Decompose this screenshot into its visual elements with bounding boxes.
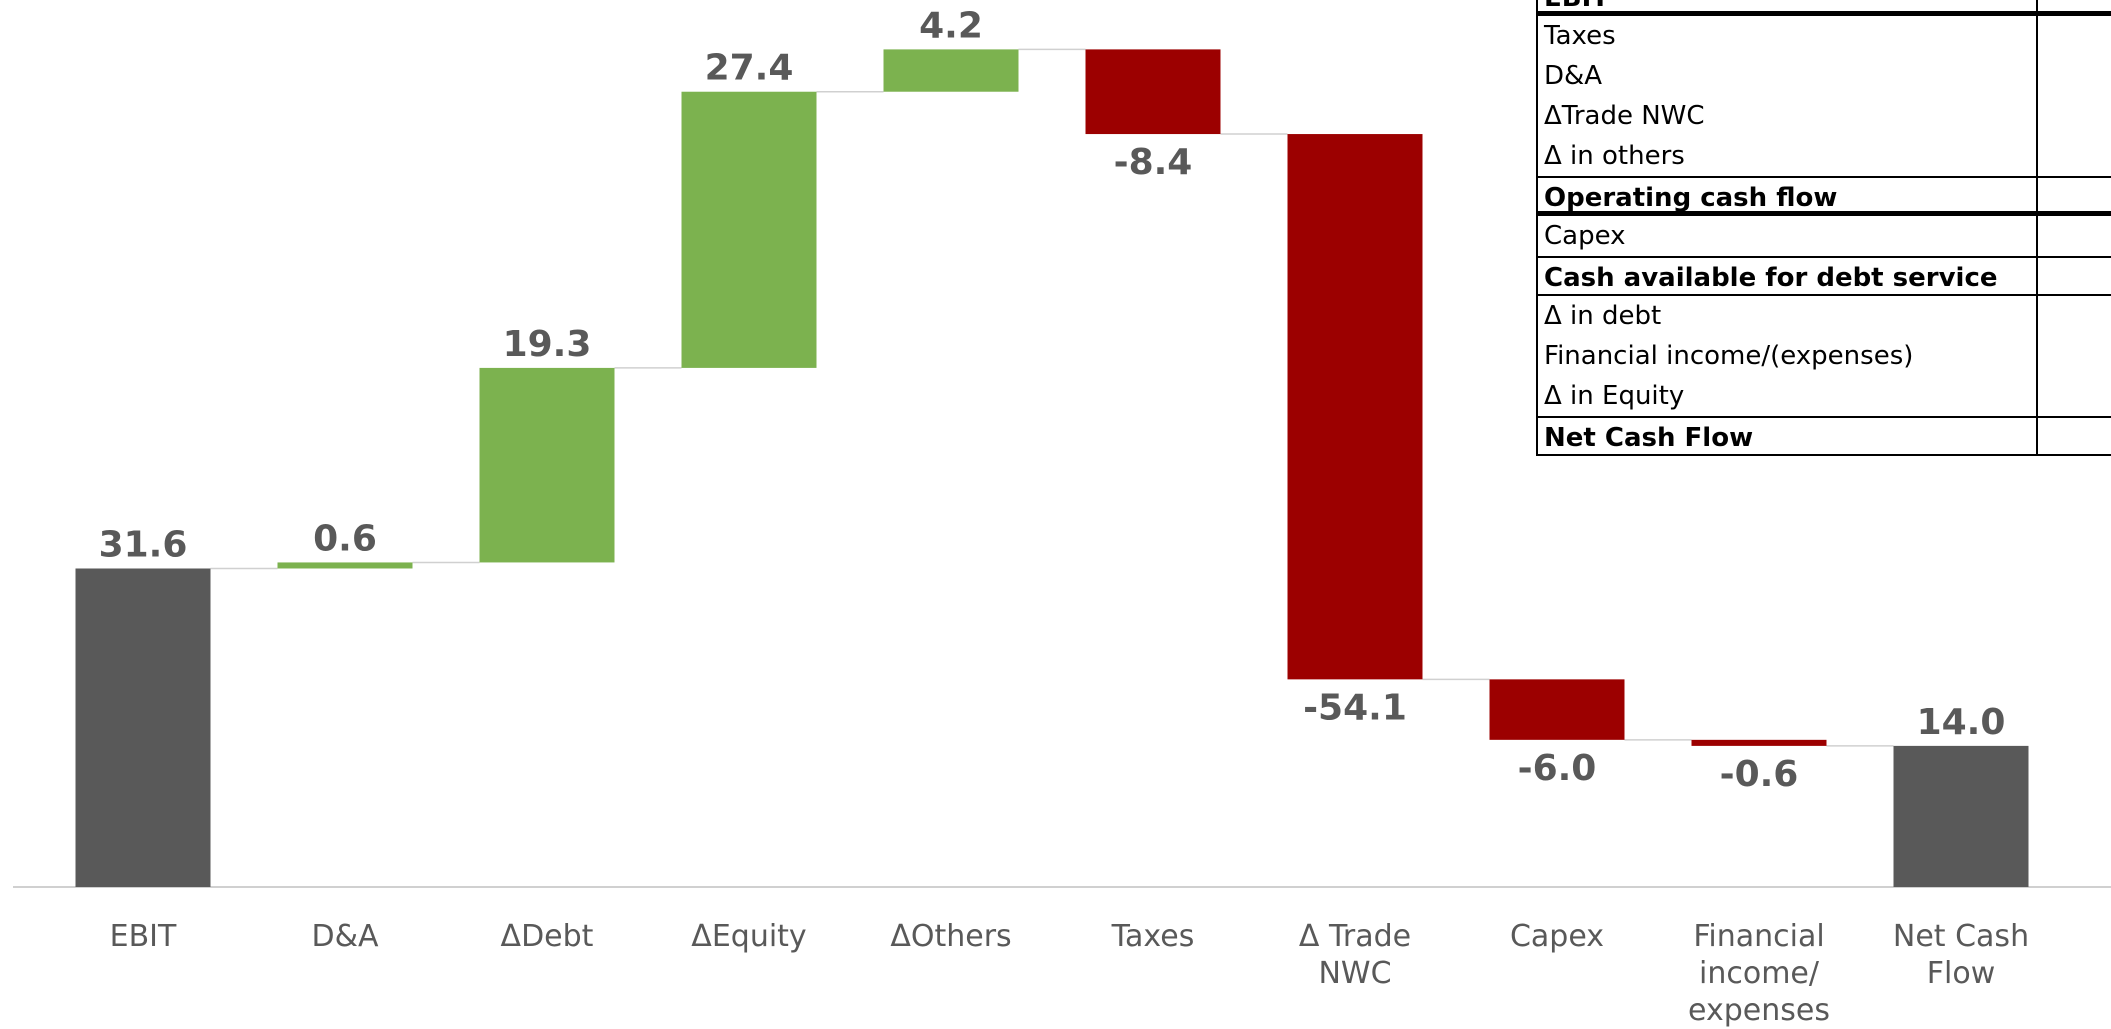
row-label: Operating cash flow: [1538, 178, 2038, 211]
table-row: EBIT: [1538, 0, 2111, 16]
table-row: ΔTrade NWC: [1538, 96, 2111, 136]
x-tick-label: ΔDebt: [500, 919, 594, 954]
table-row: Financial income/(expenses): [1538, 336, 2111, 376]
bar: [1691, 739, 1827, 746]
x-tick-label: ΔEquity: [691, 919, 807, 954]
bar: [1893, 745, 2029, 887]
row-value: [2038, 418, 2111, 454]
bar: [75, 568, 211, 887]
value-label: -54.1: [1303, 687, 1407, 728]
row-label: ΔTrade NWC: [1538, 96, 2038, 136]
row-value: [2038, 336, 2111, 376]
row-value: [2038, 16, 2111, 56]
table-row: Cash available for debt service: [1538, 256, 2111, 296]
row-label: Capex: [1538, 216, 2038, 256]
value-label: 27.4: [705, 48, 794, 89]
value-label: -6.0: [1518, 748, 1597, 789]
table-row: Δ in others: [1538, 136, 2111, 176]
row-label: Cash available for debt service: [1538, 258, 2038, 294]
table-row: Operating cash flow: [1538, 176, 2111, 216]
table-row: Δ in Equity: [1538, 376, 2111, 416]
row-label: D&A: [1538, 56, 2038, 96]
bar: [1287, 134, 1423, 680]
row-value: [2038, 56, 2111, 96]
row-label: Δ in debt: [1538, 296, 2038, 336]
row-label: EBIT: [1538, 0, 2038, 11]
row-label: Net Cash Flow: [1538, 418, 2038, 454]
table-row: Net Cash Flow: [1538, 416, 2111, 456]
value-label: 19.3: [503, 324, 592, 365]
bar: [1085, 49, 1221, 135]
table-row: Taxes: [1538, 16, 2111, 56]
x-tick-label: ΔOthers: [890, 919, 1012, 954]
row-value: [2038, 178, 2111, 211]
row-value: [2038, 258, 2111, 294]
table-row: D&A: [1538, 56, 2111, 96]
x-tick-label: D&A: [311, 919, 379, 954]
value-label: 14.0: [1917, 702, 2006, 743]
bar: [1489, 679, 1625, 740]
value-label: 4.2: [919, 5, 983, 46]
row-value: [2038, 96, 2111, 136]
table-row: Δ in debt: [1538, 296, 2111, 336]
value-label: 31.6: [99, 524, 188, 565]
row-value: [2038, 216, 2111, 256]
value-label: 0.6: [313, 518, 377, 559]
bar: [479, 367, 615, 563]
row-label: Δ in Equity: [1538, 376, 2038, 416]
row-value: [2038, 376, 2111, 416]
value-label: -0.6: [1720, 754, 1799, 795]
x-tick-label: EBIT: [109, 919, 177, 954]
row-label: Δ in others: [1538, 136, 2038, 176]
x-tick-label: Financial income/ expenses: [1688, 919, 1830, 1028]
row-value: [2038, 296, 2111, 336]
x-tick-label: Taxes: [1111, 919, 1195, 954]
bar: [277, 562, 413, 569]
value-label: -8.4: [1114, 142, 1193, 183]
bar: [883, 49, 1019, 92]
row-label: Financial income/(expenses): [1538, 336, 2038, 376]
row-value: [2038, 136, 2111, 176]
row-value: [2038, 0, 2111, 11]
bar: [681, 91, 817, 368]
x-tick-label: Net Cash Flow: [1892, 919, 2030, 991]
x-tick-label: Capex: [1509, 919, 1605, 954]
table-row: Capex: [1538, 216, 2111, 256]
row-label: Taxes: [1538, 16, 2038, 56]
x-tick-label: Δ Trade NWC: [1298, 919, 1412, 991]
